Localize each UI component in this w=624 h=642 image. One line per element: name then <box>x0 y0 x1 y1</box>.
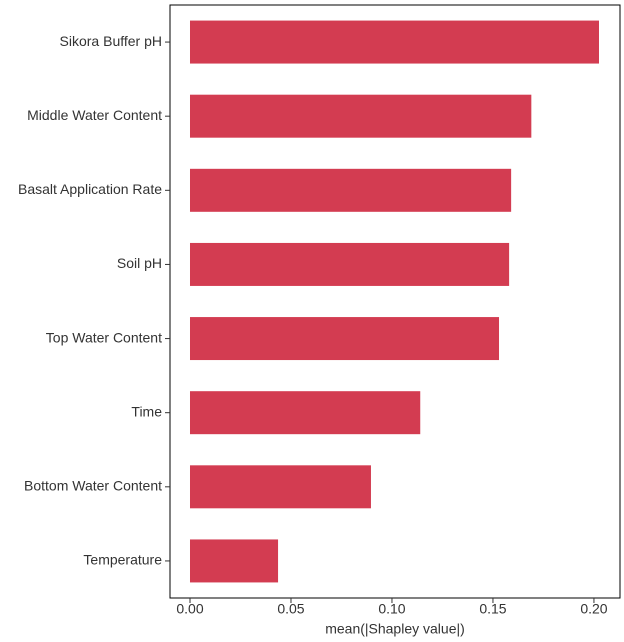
x-tick-label: 0.05 <box>277 601 304 617</box>
bar <box>189 242 510 286</box>
y-tick-label: Top Water Content <box>46 329 162 345</box>
x-axis-title: mean(|Shapley value|) <box>325 621 465 637</box>
x-tick-label: 0.00 <box>176 601 203 617</box>
y-tick-label: Bottom Water Content <box>24 478 162 494</box>
bar <box>189 465 371 509</box>
x-tick-label: 0.15 <box>479 601 506 617</box>
x-tick-label: 0.20 <box>580 601 607 617</box>
y-tick-label: Soil pH <box>117 255 162 271</box>
y-tick-label: Middle Water Content <box>27 107 162 123</box>
plot-panel <box>169 4 621 599</box>
bar <box>189 317 500 361</box>
bar <box>189 168 512 212</box>
x-tick-label: 0.10 <box>378 601 405 617</box>
bar <box>189 20 599 64</box>
y-tick-label: Temperature <box>83 552 162 568</box>
y-tick-label: Sikora Buffer pH <box>60 33 162 49</box>
bar <box>189 94 532 138</box>
bar <box>189 539 279 583</box>
y-tick-label: Time <box>131 403 162 419</box>
bar <box>189 391 421 435</box>
y-tick-label: Basalt Application Rate <box>18 181 162 197</box>
